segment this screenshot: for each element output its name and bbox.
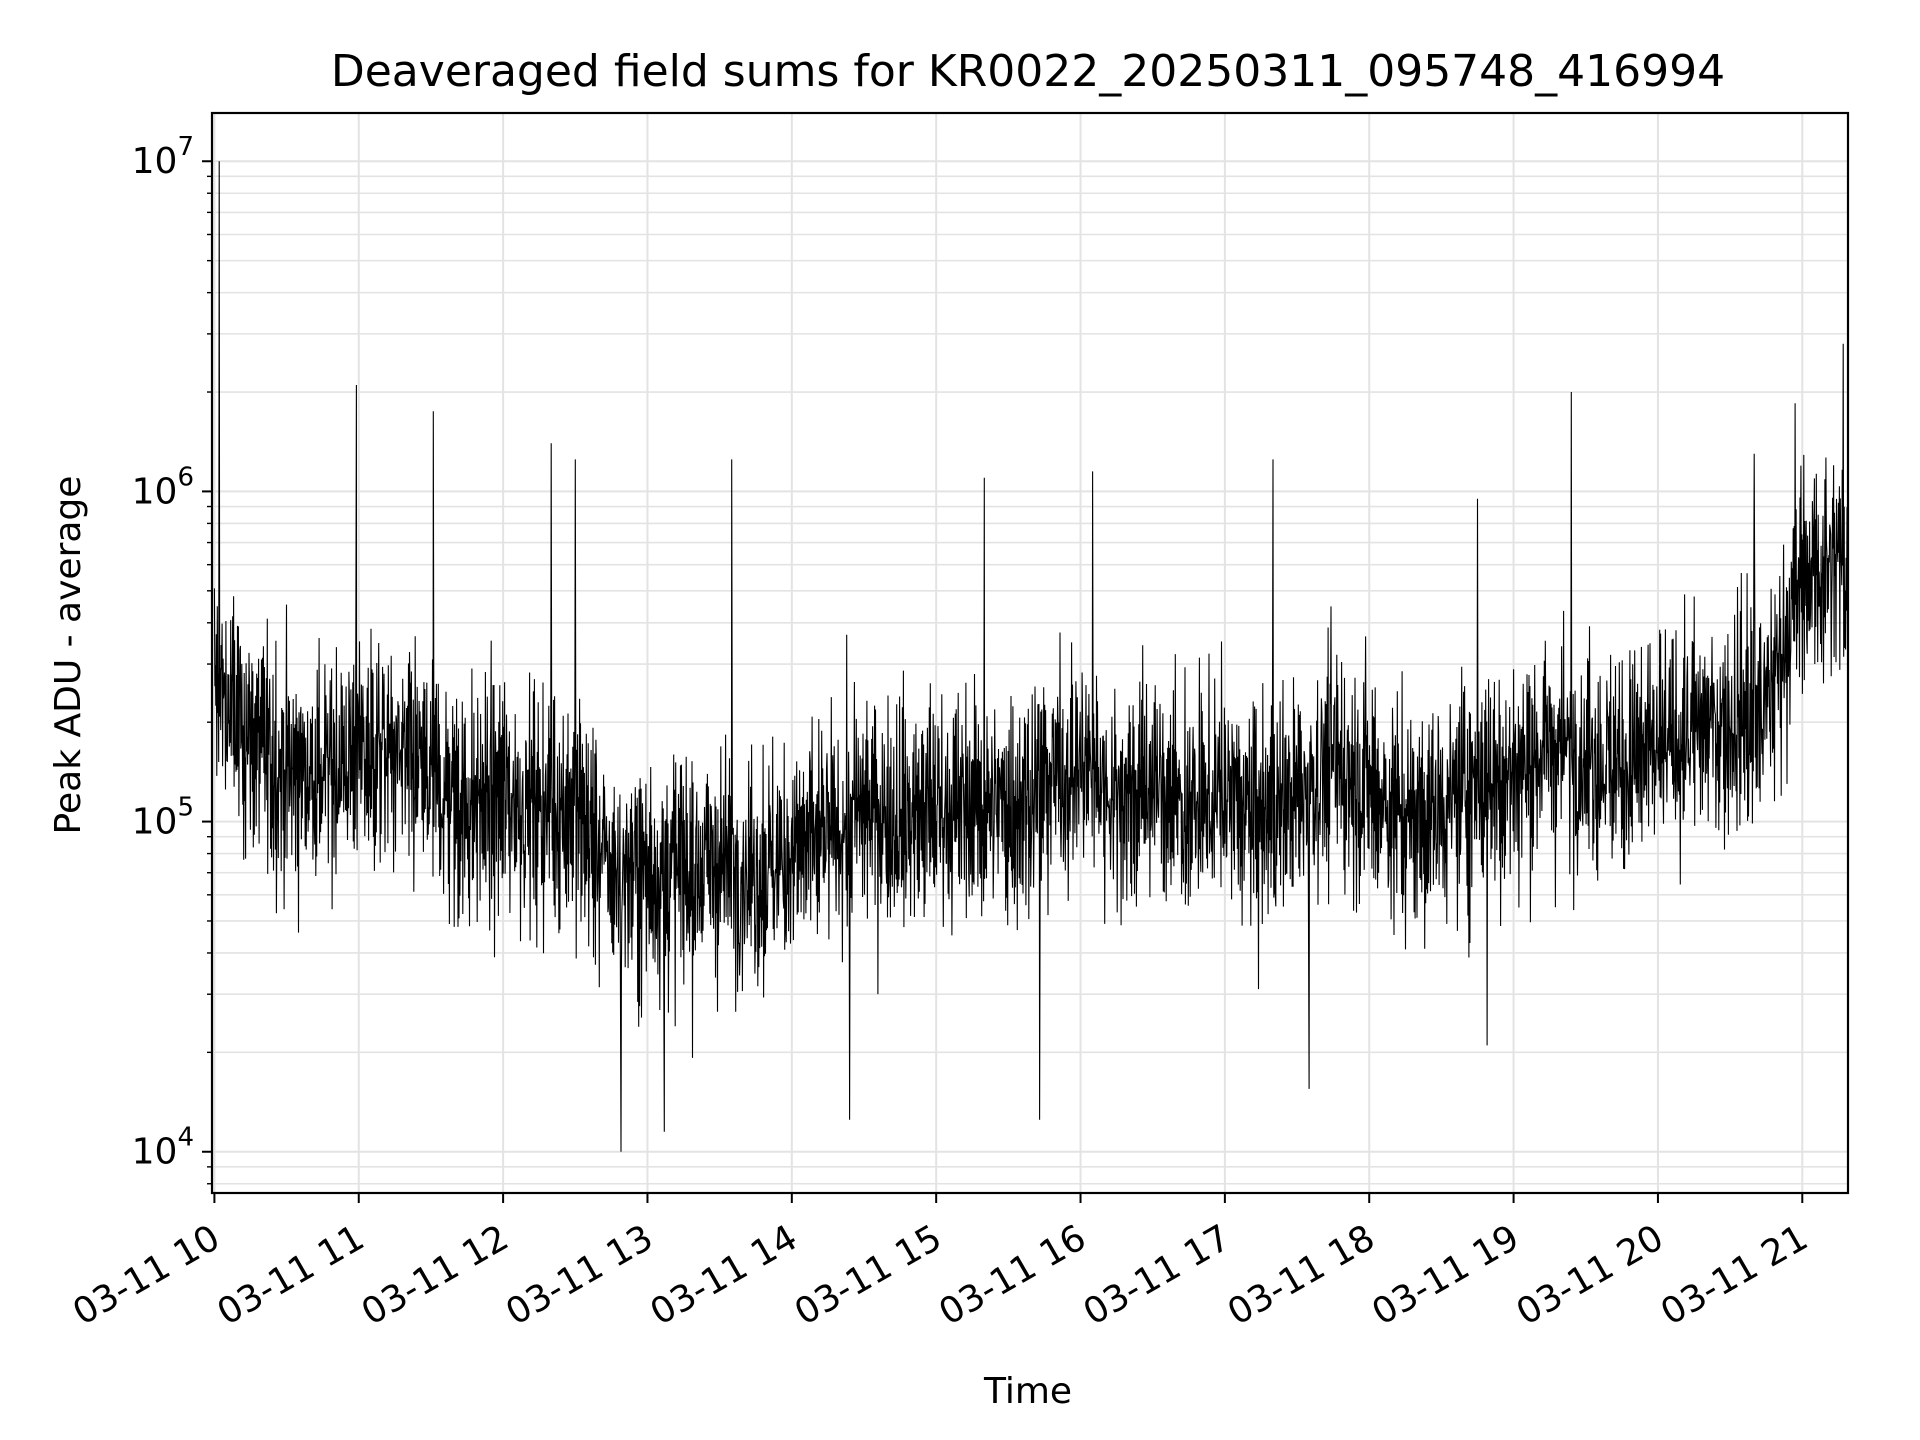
x-tick-label: 03-11 18 bbox=[1221, 1217, 1382, 1333]
x-tick-label: 03-11 21 bbox=[1654, 1217, 1815, 1333]
x-tick-label: 03-11 16 bbox=[932, 1217, 1093, 1333]
x-tick-label: 03-11 12 bbox=[355, 1217, 516, 1333]
y-tick-label: 106 bbox=[132, 462, 194, 512]
chart-title: Deaveraged field sums for KR0022_2025031… bbox=[331, 46, 1725, 97]
grid-lines bbox=[212, 113, 1848, 1193]
x-tick-label: 03-11 15 bbox=[788, 1217, 949, 1333]
x-tick-label: 03-11 11 bbox=[211, 1217, 372, 1333]
y-tick-label: 104 bbox=[132, 1123, 194, 1173]
y-tick-label: 105 bbox=[132, 793, 194, 843]
x-tick-label: 03-11 14 bbox=[644, 1217, 805, 1333]
series-line bbox=[213, 161, 1848, 1152]
x-tick-label: 03-11 20 bbox=[1510, 1217, 1671, 1333]
x-tick-label: 03-11 17 bbox=[1077, 1217, 1238, 1333]
y-axis-label: Peak ADU - average bbox=[48, 476, 89, 835]
x-tick-label: 03-11 10 bbox=[66, 1217, 227, 1333]
data-series bbox=[213, 161, 1848, 1152]
x-tick-label: 03-11 19 bbox=[1365, 1217, 1526, 1333]
y-tick-label: 107 bbox=[132, 132, 194, 182]
plot-area-frame bbox=[210, 111, 1850, 1195]
x-tick-label: 03-11 13 bbox=[499, 1217, 660, 1333]
x-axis-label: Time bbox=[983, 1371, 1072, 1412]
